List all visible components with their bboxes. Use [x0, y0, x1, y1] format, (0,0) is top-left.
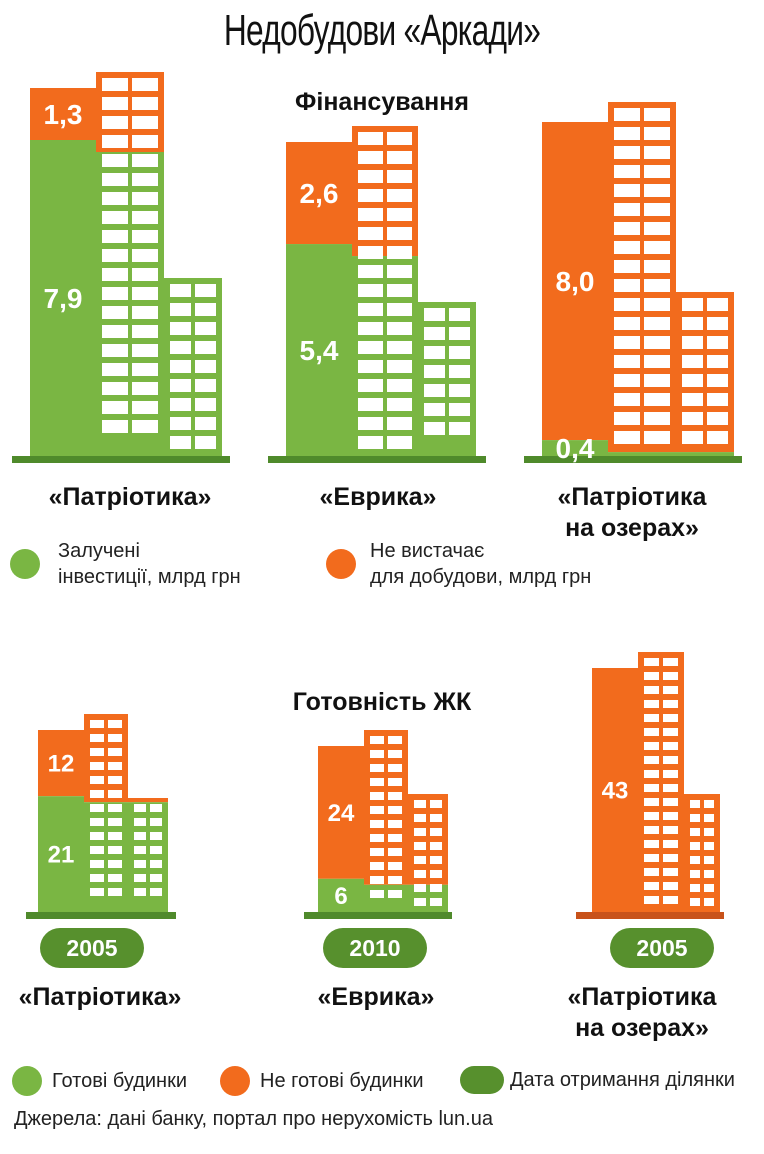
legend-ready-dot	[12, 1066, 42, 1096]
fin-patriotyka-ozera-label-green: 0,4	[556, 433, 595, 464]
fin-evryka-front-green	[286, 244, 352, 456]
readiness-chart: 12 21 24 6 43	[26, 652, 724, 919]
legend-not-ready: Не готові будинки	[220, 1066, 424, 1096]
fin-evryka-label-orange: 2,6	[300, 178, 339, 209]
fin-patriotyka-ozera-label-orange: 8,0	[556, 266, 595, 297]
fin-patriotyka-ozera-front-green	[542, 440, 608, 456]
legend-green-dot	[10, 549, 40, 579]
legend-date: Дата отримання ділянки	[460, 1066, 735, 1094]
rd-patriotyka-tower-orange	[84, 714, 128, 803]
rd-patriotyka-ozera-annex-orange	[684, 794, 720, 912]
financing-label-patriotyka: «Патріотика»	[48, 483, 212, 511]
legend-date-pill	[460, 1066, 504, 1094]
rd-patriotyka-label-orange: 12	[48, 751, 75, 778]
readiness-label-patriotyka-ozera: «Патріотика на озерах»	[567, 983, 717, 1042]
fin-patriotyka-annex-windows	[170, 284, 216, 449]
readiness-label-patriotyka: «Патріотика»	[18, 983, 182, 1011]
rd-evryka-tower-green	[364, 884, 408, 912]
rd-evryka-annex-windows	[414, 800, 442, 906]
rd-patriotyka-label-green: 21	[48, 842, 75, 869]
fin-patriotyka-front-orange	[30, 88, 96, 140]
fin-patriotyka-label-green: 7,9	[44, 283, 83, 314]
rd-evryka-label-green: 6	[334, 883, 347, 910]
legend-invested-text: Залучені інвестиції, млрд грн	[58, 540, 241, 588]
financing-title: Фінансування	[295, 88, 469, 116]
year-pill-evryka: 2010	[323, 928, 427, 968]
readiness-label-evryka: «Еврика»	[317, 983, 435, 1011]
fin-evryka-label-green: 5,4	[300, 335, 339, 366]
legend-orange-dot	[326, 549, 356, 579]
rd-patriotyka-ozera-front-orange	[592, 668, 638, 912]
rd-patriotyka-front-orange	[38, 730, 84, 797]
legend-ready: Готові будинки	[12, 1066, 187, 1096]
fin-evryka-annex-windows	[424, 308, 470, 435]
fin-patriotyka-ozera-front-orange	[542, 122, 608, 441]
page-title: Недобудови «Аркади»	[223, 6, 541, 55]
fin-patriotyka-tower-windows	[102, 78, 158, 433]
year-pill-patriotyka-ozera: 2005	[610, 928, 714, 968]
rd-patriotyka-ozera-tower-windows	[644, 658, 678, 904]
rd-evryka-tower-windows	[370, 736, 402, 898]
legend-date-text: Дата отримання ділянки	[510, 1069, 735, 1091]
fin-evryka-ground	[268, 456, 486, 463]
legend-not-ready-dot	[220, 1066, 250, 1096]
rd-patriotyka-annex-windows	[134, 804, 162, 896]
financing-chart: 1,3 7,9 2,6 5,4 8,0 0,4	[12, 72, 742, 464]
fin-patriotyka-ozera-ground	[524, 456, 742, 463]
legend-not-ready-text: Не готові будинки	[260, 1070, 424, 1092]
fin-patriotyka-label-orange: 1,3	[44, 99, 83, 130]
fin-patriotyka-ozera-tower-windows	[614, 108, 670, 444]
rd-evryka-annex-orange	[408, 794, 448, 885]
rd-patriotyka-front-green	[38, 796, 84, 912]
year-pill-patriotyka: 2005	[40, 928, 144, 968]
rd-evryka-front-green	[318, 878, 364, 912]
fin-patriotyka-ground	[12, 456, 230, 463]
fin-patriotyka-ozera-tower-green	[608, 452, 676, 456]
fin-patriotyka-ozera-annex-green	[676, 452, 734, 456]
rd-evryka-ground	[304, 912, 452, 919]
rd-patriotyka-ground	[26, 912, 176, 919]
fin-evryka-tower-windows	[358, 132, 412, 449]
rd-evryka-front-orange	[318, 746, 364, 879]
legend-shortfall-text: Не вистачає для добудови, млрд грн	[370, 540, 592, 588]
rd-patriotyka-ozera-ground	[576, 912, 724, 919]
fin-patriotyka-front-green	[30, 140, 96, 456]
legend-ready-text: Готові будинки	[52, 1070, 188, 1092]
financing-label-patriotyka-ozera: «Патріотика на озерах»	[557, 483, 707, 542]
legend-shortfall: Не вистачає для добудови, млрд грн	[326, 538, 591, 590]
fin-evryka-front-orange	[286, 142, 352, 245]
rd-evryka-label-orange: 24	[328, 800, 355, 827]
source-note: Джерела: дані банку, портал про нерухомі…	[14, 1108, 493, 1130]
legend-invested: Залучені інвестиції, млрд грн	[10, 538, 241, 590]
rd-patriotyka-ozera-annex-windows	[690, 800, 714, 906]
rd-patriotyka-ozera-label-orange: 43	[602, 778, 629, 805]
fin-patriotyka-ozera-annex-windows	[682, 298, 728, 444]
readiness-title: Готовність ЖК	[292, 688, 472, 716]
financing-label-evryka: «Еврика»	[319, 483, 437, 511]
rd-patriotyka-annex-orange	[128, 798, 168, 803]
rd-patriotyka-tower-windows	[90, 720, 122, 896]
